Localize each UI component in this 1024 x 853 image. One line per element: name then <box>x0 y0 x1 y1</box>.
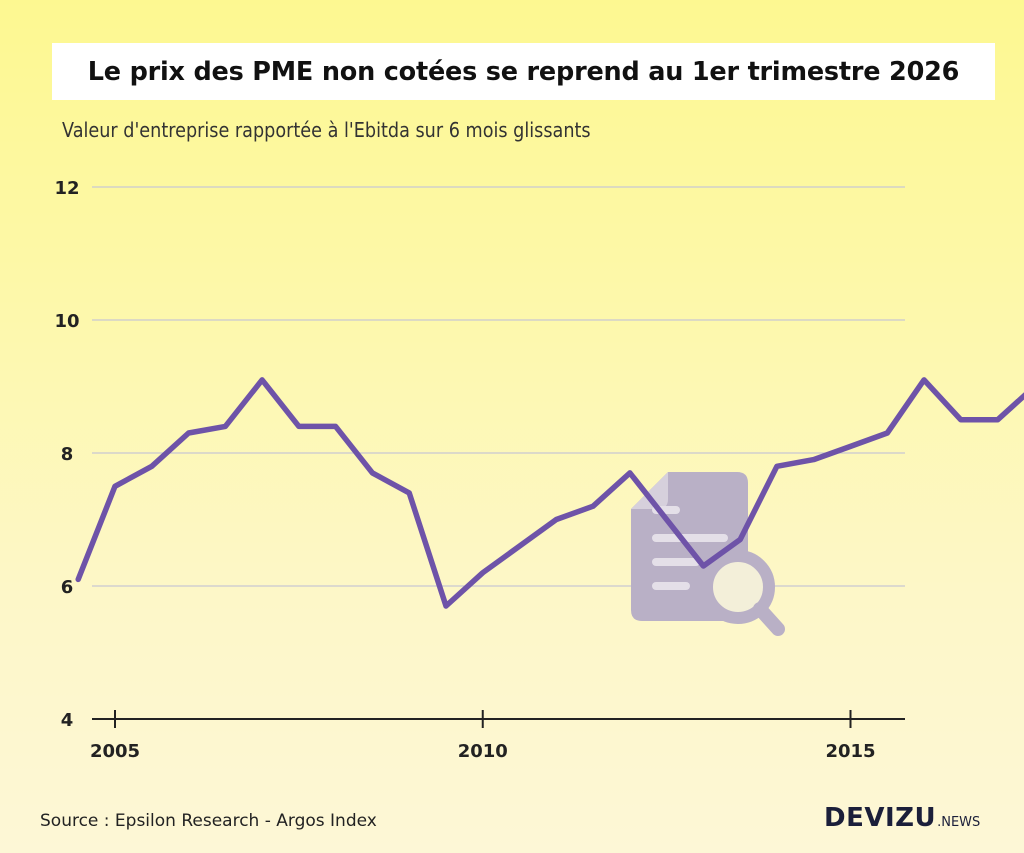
y-axis-ticks: 4 6 8 10 12 <box>54 178 79 731</box>
document-line-2 <box>652 534 728 542</box>
series-line <box>75 377 1024 609</box>
chart-subtitle: Valeur d'entreprise rapportée à l'Ebitda… <box>62 118 591 142</box>
title-box: Le prix des PME non cotées se reprend au… <box>52 43 995 100</box>
y-tick-label-4: 4 <box>61 710 74 731</box>
brand-name: DEVIZU <box>824 803 937 833</box>
document-search-icon <box>631 472 785 636</box>
brand-logo: DEVIZU .NEWS <box>824 803 980 833</box>
source-note: Source : Epsilon Research - Argos Index <box>40 811 377 831</box>
series-group: 8,6x <box>75 377 1024 609</box>
x-axis: 20052010201520202025 <box>90 710 905 762</box>
document-fold <box>631 472 668 509</box>
x-tick-label-2010: 2010 <box>458 741 508 762</box>
magnifier-handle <box>753 602 785 636</box>
gridlines <box>92 186 905 587</box>
x-tick-label-2015: 2015 <box>825 741 875 762</box>
y-tick-label-6: 6 <box>61 577 74 598</box>
chart-title: Le prix des PME non cotées se reprend au… <box>87 56 960 87</box>
document-line-3 <box>652 558 700 566</box>
brand-suffix: .NEWS <box>937 815 981 830</box>
magnifier-lens <box>701 550 775 624</box>
y-tick-label-12: 12 <box>54 178 79 199</box>
x-tick-label-2005: 2005 <box>90 741 140 762</box>
document-line-4 <box>652 582 690 590</box>
y-tick-label-10: 10 <box>54 311 79 332</box>
y-tick-label-8: 8 <box>61 444 74 465</box>
